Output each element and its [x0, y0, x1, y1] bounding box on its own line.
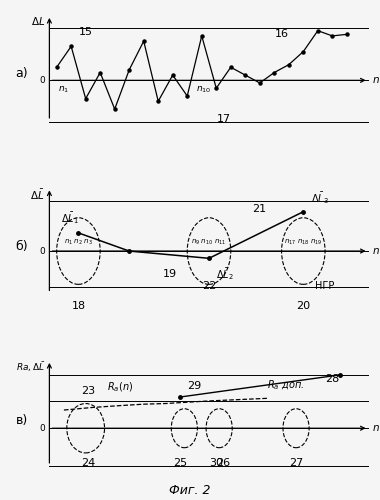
Text: 30: 30 — [209, 458, 223, 468]
Text: $n_9$ $n_{10}$ $n_{11}$: $n_9$ $n_{10}$ $n_{11}$ — [192, 238, 226, 248]
Text: $R_a$ доп.: $R_a$ доп. — [267, 378, 304, 392]
Text: 0: 0 — [39, 424, 45, 432]
Text: 0: 0 — [39, 76, 45, 85]
Text: $n_1$ $n_2$ $n_3$: $n_1$ $n_2$ $n_3$ — [64, 238, 93, 248]
Text: 26: 26 — [217, 458, 231, 468]
Text: 18: 18 — [71, 300, 86, 310]
Text: 21: 21 — [253, 204, 267, 214]
Text: 15: 15 — [79, 28, 93, 38]
Text: $n$: $n$ — [372, 76, 379, 86]
Text: $n$: $n$ — [372, 423, 379, 433]
Text: 24: 24 — [81, 458, 96, 468]
Text: 16: 16 — [274, 28, 288, 38]
Text: а): а) — [15, 67, 28, 80]
Text: б): б) — [15, 240, 28, 252]
Text: 19: 19 — [163, 269, 177, 279]
Text: $n_{17}$ $n_{18}$ $n_{19}$: $n_{17}$ $n_{18}$ $n_{19}$ — [284, 238, 323, 248]
Text: Фиг. 2: Фиг. 2 — [169, 484, 211, 498]
Text: 23: 23 — [82, 386, 96, 396]
Text: 22: 22 — [202, 282, 216, 292]
Text: 25: 25 — [173, 458, 187, 468]
Text: $\Delta L$: $\Delta L$ — [31, 15, 45, 27]
Text: 0: 0 — [39, 246, 45, 256]
Text: $Ra,\Delta\bar{L}$: $Ra,\Delta\bar{L}$ — [16, 360, 45, 374]
Text: 17: 17 — [217, 114, 231, 124]
Text: $R_a(n)$: $R_a(n)$ — [108, 381, 134, 394]
Text: 28: 28 — [325, 374, 339, 384]
Text: $n_{10}$: $n_{10}$ — [196, 84, 211, 94]
Text: $\Delta\bar{L}_2$: $\Delta\bar{L}_2$ — [216, 266, 234, 282]
Text: 27: 27 — [289, 458, 303, 468]
Text: $n_1$: $n_1$ — [58, 84, 69, 94]
Text: $n$: $n$ — [372, 246, 379, 256]
Text: в): в) — [15, 414, 28, 427]
Text: 29: 29 — [187, 380, 202, 390]
Text: $\Delta\bar{L}$: $\Delta\bar{L}$ — [30, 188, 45, 202]
Text: $\Delta\bar{L}_3$: $\Delta\bar{L}_3$ — [310, 190, 329, 206]
Text: 20: 20 — [296, 300, 310, 310]
Text: $\Delta\bar{L}_1$: $\Delta\bar{L}_1$ — [61, 210, 79, 226]
Text: НГР: НГР — [315, 282, 335, 292]
